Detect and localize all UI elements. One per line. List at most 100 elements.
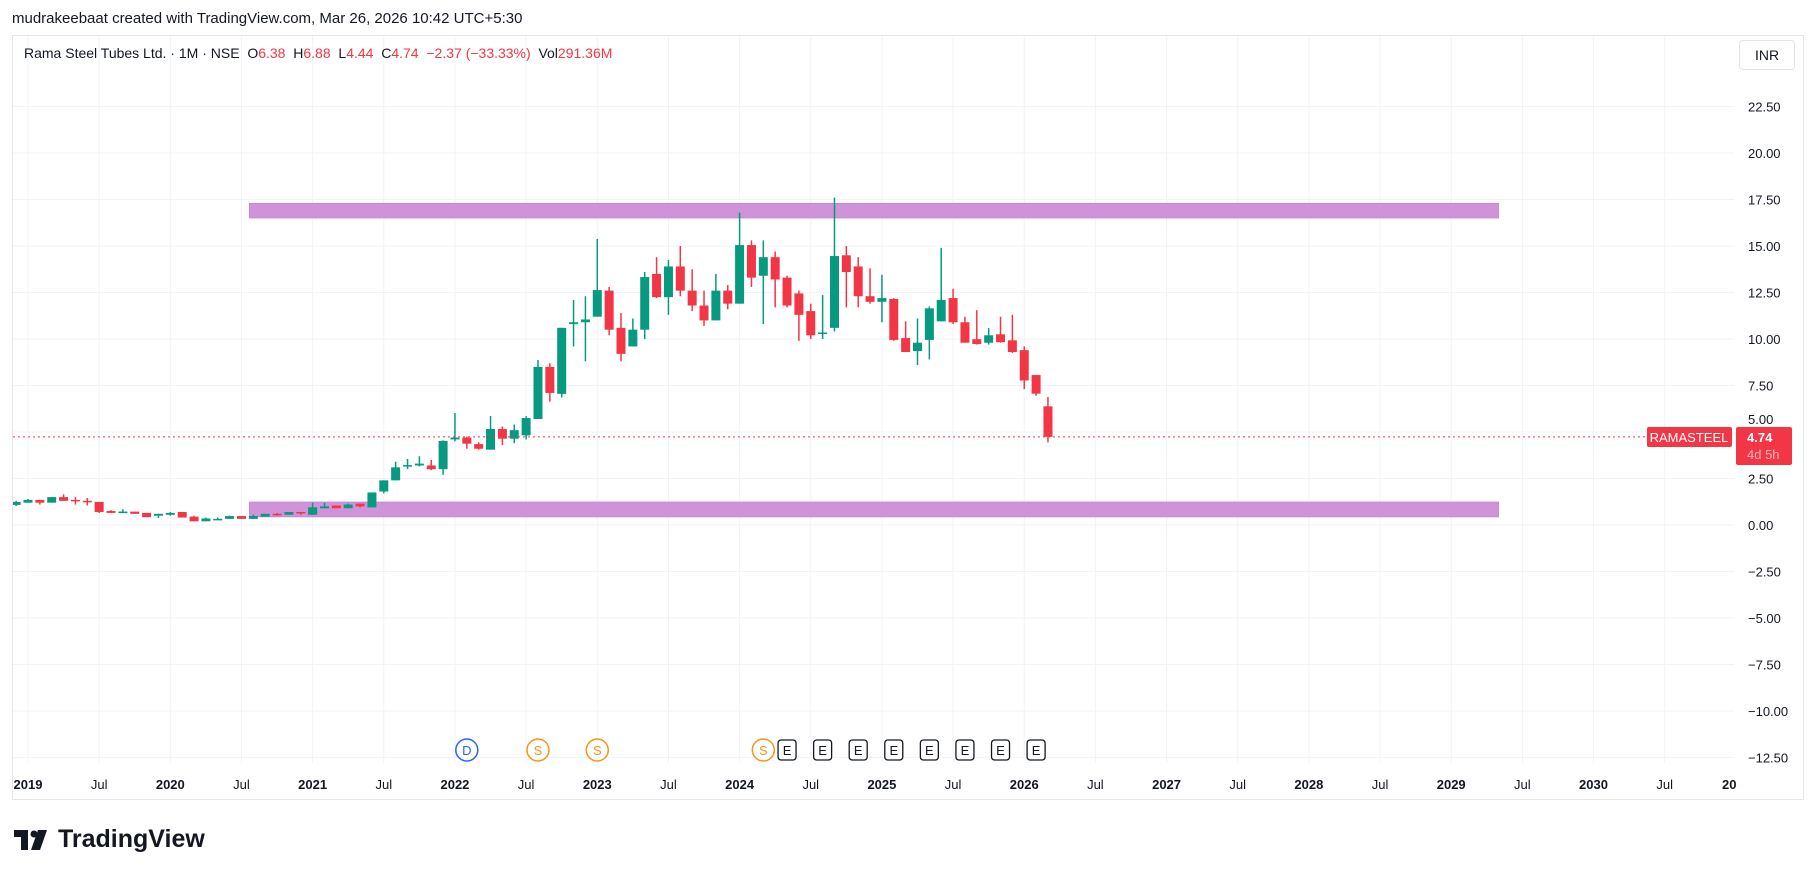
candle[interactable] — [604, 286, 614, 336]
candle[interactable] — [746, 240, 756, 287]
candle[interactable] — [284, 511, 294, 515]
candle[interactable] — [1007, 314, 1017, 353]
candle[interactable] — [652, 257, 662, 299]
candle[interactable] — [687, 269, 697, 312]
candle[interactable] — [557, 327, 567, 398]
candle[interactable] — [972, 310, 982, 345]
candle[interactable] — [308, 502, 318, 515]
candle[interactable] — [142, 512, 152, 518]
candle[interactable] — [936, 247, 946, 322]
candle[interactable] — [853, 257, 863, 308]
candle[interactable] — [70, 497, 80, 505]
candle[interactable] — [82, 498, 92, 506]
candle[interactable] — [367, 492, 377, 508]
earnings-event-marker[interactable]: E — [884, 739, 904, 761]
candle[interactable] — [901, 321, 911, 353]
split-event-marker[interactable]: S — [585, 738, 610, 762]
candle[interactable] — [640, 272, 650, 339]
candle[interactable] — [35, 499, 45, 505]
candle[interactable] — [153, 513, 163, 518]
candle[interactable] — [23, 498, 33, 503]
candle[interactable] — [782, 275, 792, 308]
candle[interactable] — [165, 511, 175, 516]
candle[interactable] — [545, 363, 555, 402]
candle[interactable] — [711, 273, 721, 321]
candle[interactable] — [486, 416, 496, 450]
earnings-event-marker[interactable]: E — [990, 739, 1011, 761]
candle[interactable] — [296, 511, 306, 515]
candle[interactable] — [521, 416, 531, 440]
symbol-title[interactable]: Rama Steel Tubes Ltd. · 1M · NSE — [24, 45, 240, 61]
split-event-marker[interactable]: S — [751, 738, 776, 762]
candle[interactable] — [616, 312, 626, 362]
candle[interactable] — [94, 501, 104, 513]
candle[interactable] — [699, 290, 709, 326]
earnings-event-marker[interactable]: E — [812, 739, 833, 761]
earnings-event-marker[interactable]: E — [777, 739, 797, 761]
candle[interactable] — [497, 426, 507, 446]
candle[interactable] — [533, 360, 543, 419]
candle[interactable] — [248, 514, 258, 519]
candle[interactable] — [1031, 375, 1041, 396]
candle[interactable] — [118, 509, 128, 514]
price-zone[interactable] — [249, 501, 1499, 518]
candle[interactable] — [462, 436, 472, 449]
candle[interactable] — [474, 442, 484, 450]
earnings-event-marker[interactable]: E — [1026, 739, 1046, 761]
candle[interactable] — [379, 480, 389, 494]
candle[interactable] — [177, 511, 187, 518]
candle[interactable] — [236, 516, 246, 519]
dividend-event-marker[interactable]: D — [455, 738, 479, 762]
candle[interactable] — [960, 316, 970, 343]
candle[interactable] — [189, 515, 199, 522]
candle[interactable] — [59, 494, 69, 501]
earnings-event-marker[interactable]: E — [848, 739, 868, 761]
candle[interactable] — [1043, 397, 1053, 443]
candle[interactable] — [320, 502, 329, 509]
candle[interactable] — [723, 285, 733, 310]
earnings-event-marker[interactable]: E — [919, 739, 940, 761]
candle[interactable] — [865, 268, 875, 304]
candle[interactable] — [272, 512, 282, 516]
candle[interactable] — [794, 290, 804, 341]
candle[interactable] — [1019, 346, 1029, 390]
candle[interactable] — [948, 288, 958, 325]
candle[interactable] — [569, 299, 579, 347]
candle[interactable] — [735, 212, 745, 304]
candle[interactable] — [130, 511, 140, 514]
candle[interactable] — [12, 500, 21, 507]
candle[interactable] — [391, 461, 401, 481]
candle[interactable] — [806, 303, 816, 339]
candle[interactable] — [106, 510, 116, 513]
candle[interactable] — [877, 274, 887, 323]
candle[interactable] — [841, 246, 851, 308]
candle[interactable] — [829, 197, 839, 332]
candle[interactable] — [592, 238, 602, 317]
candle[interactable] — [580, 296, 590, 362]
candle[interactable] — [213, 517, 223, 521]
candle[interactable] — [913, 318, 922, 366]
candle[interactable] — [201, 517, 211, 522]
candle[interactable] — [818, 295, 828, 339]
earnings-event-marker[interactable]: E — [955, 739, 975, 761]
candle[interactable] — [225, 515, 235, 519]
price-zone[interactable] — [249, 202, 1499, 219]
candle[interactable] — [628, 318, 638, 347]
currency-button[interactable]: INR — [1739, 40, 1795, 70]
candle[interactable] — [996, 316, 1006, 343]
candle[interactable] — [770, 251, 780, 308]
candle[interactable] — [509, 424, 519, 444]
split-event-marker[interactable]: S — [526, 738, 550, 762]
candle[interactable] — [47, 497, 57, 503]
candle[interactable] — [889, 298, 899, 341]
tradingview-logo[interactable]: TradingView — [14, 825, 205, 854]
candle[interactable] — [343, 503, 353, 509]
candle[interactable] — [260, 513, 270, 517]
candle[interactable] — [414, 456, 424, 467]
candle[interactable] — [663, 259, 673, 315]
candle[interactable] — [924, 306, 934, 360]
candle[interactable] — [331, 505, 341, 509]
candle[interactable] — [403, 458, 413, 470]
candle[interactable] — [675, 246, 685, 297]
